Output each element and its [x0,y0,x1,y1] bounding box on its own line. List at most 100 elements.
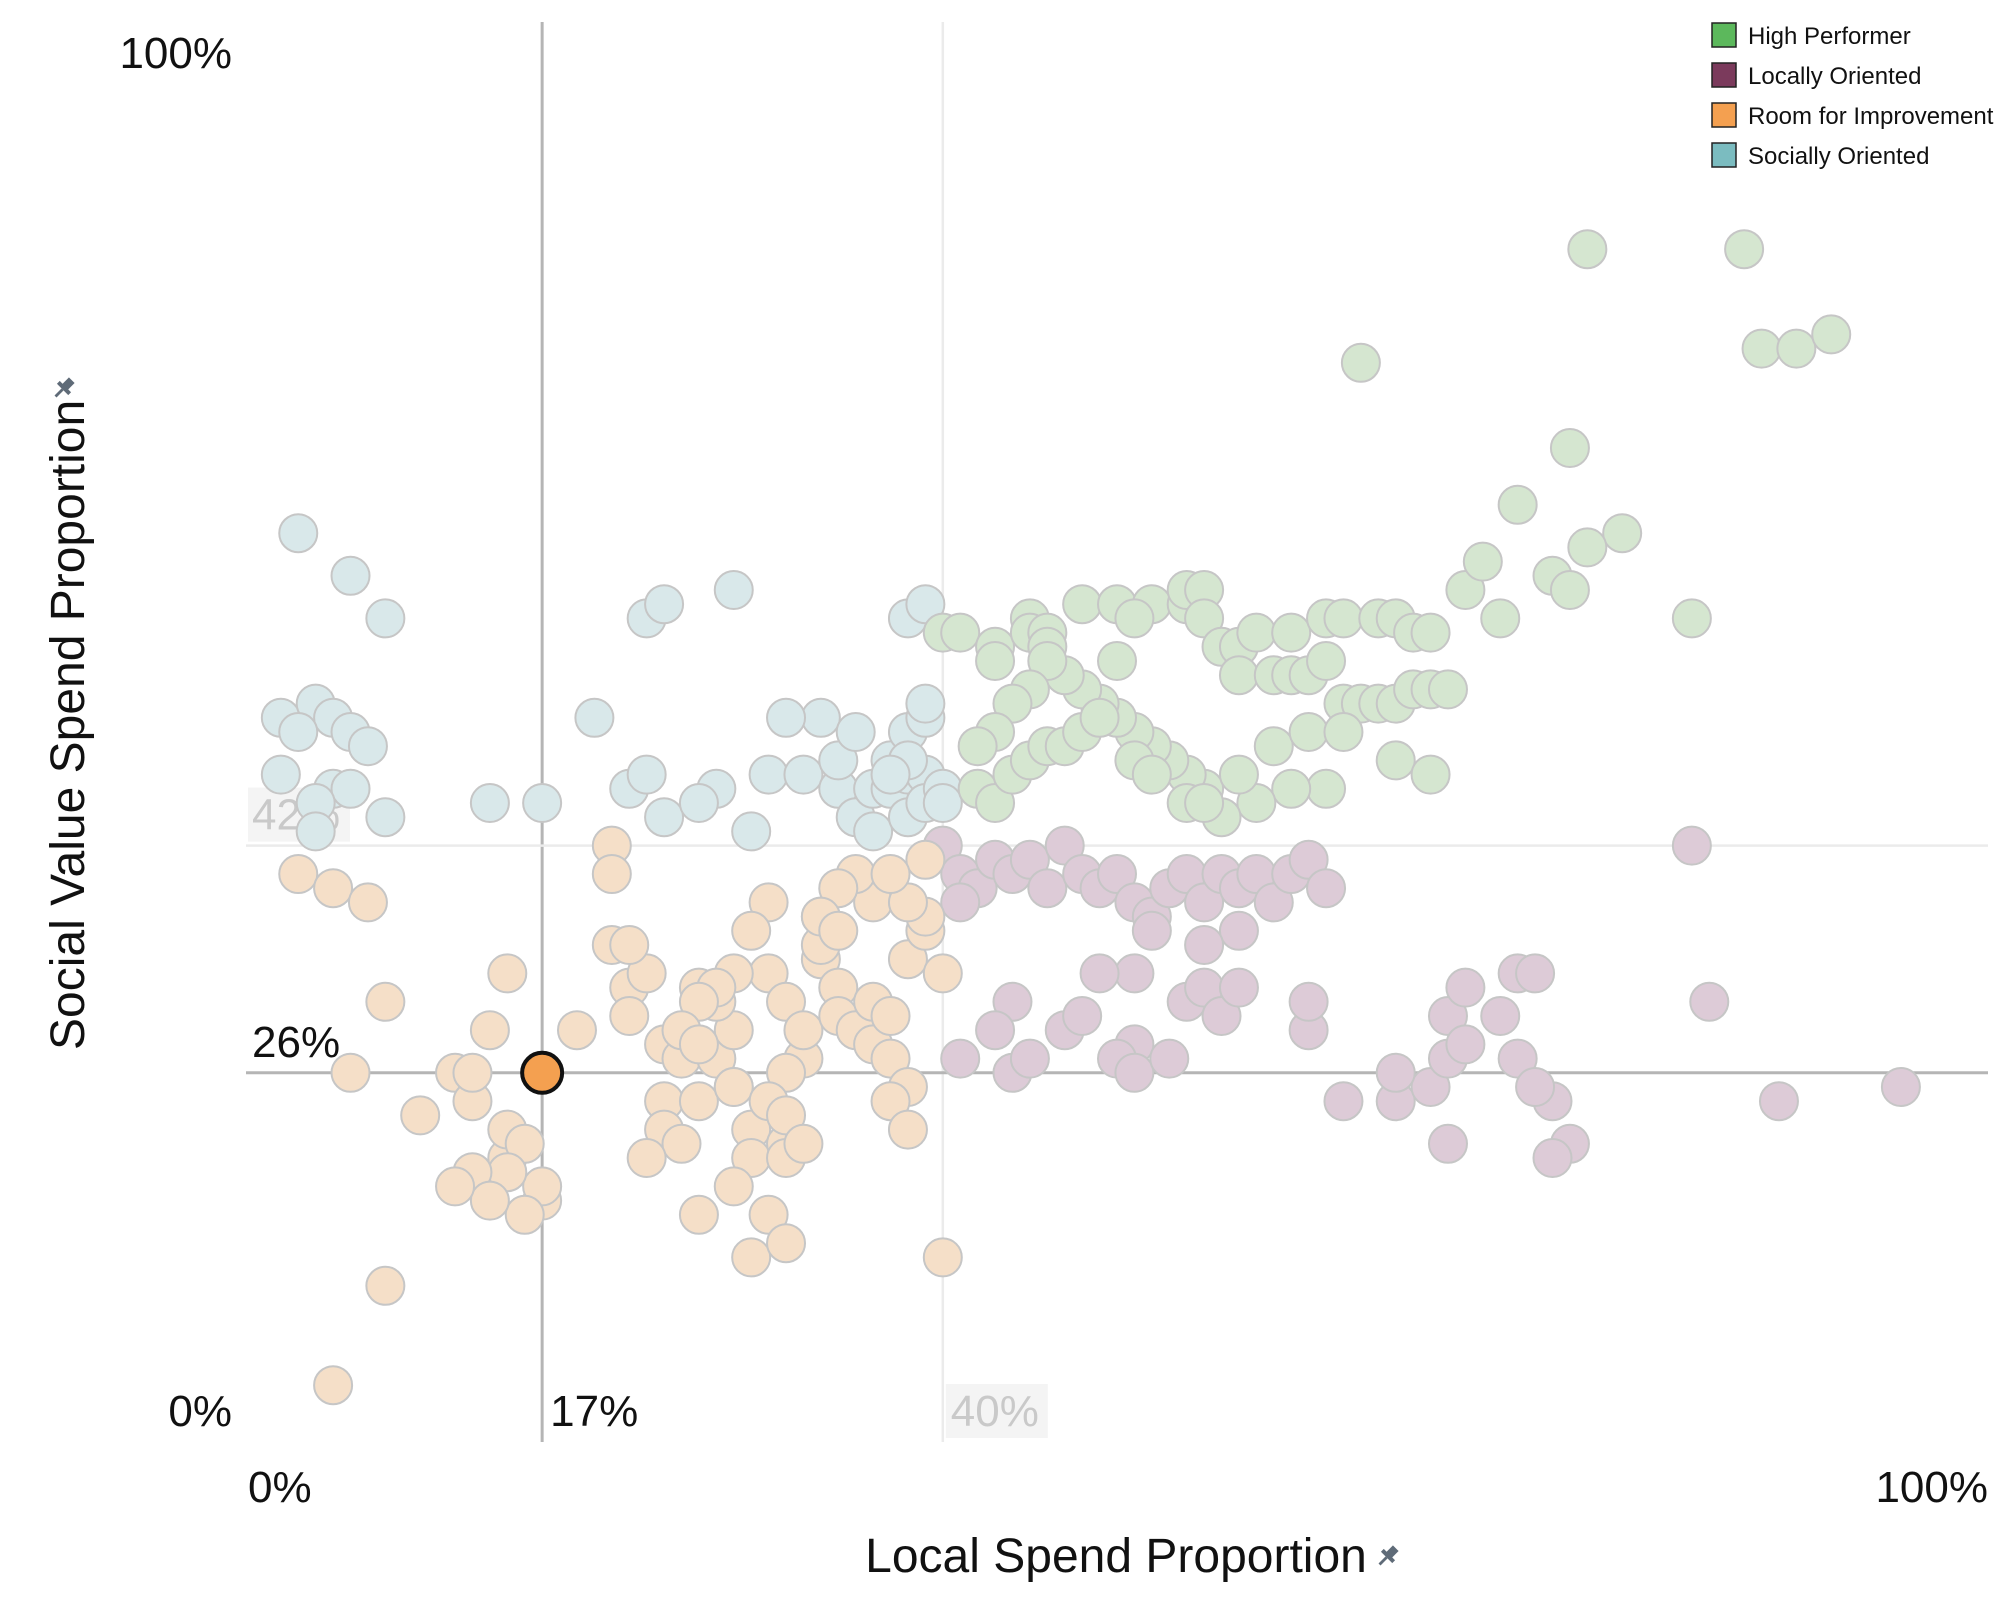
point-locally-oriented[interactable] [1515,953,1556,994]
point-locally-oriented[interactable] [1114,1052,1155,1093]
point-high-performer[interactable] [1218,655,1259,696]
point-socially-oriented[interactable] [295,811,336,852]
point-room-for-improvement[interactable] [556,1010,597,1051]
point-high-performer[interactable] [1114,598,1155,639]
point-socially-oriented[interactable] [644,584,685,625]
point-high-performer[interactable] [1549,570,1590,610]
point-socially-oriented[interactable] [731,811,772,852]
point-socially-oriented[interactable] [469,783,510,823]
point-locally-oriented[interactable] [1532,1138,1573,1178]
point-room-for-improvement[interactable] [452,1052,493,1093]
point-high-performer[interactable] [940,612,981,653]
point-room-for-improvement[interactable] [905,839,946,880]
point-room-for-improvement[interactable] [922,1237,963,1278]
point-high-performer[interactable] [1184,783,1225,823]
point-socially-oriented[interactable] [365,797,406,838]
point-room-for-improvement[interactable] [922,953,963,994]
point-socially-oriented[interactable] [905,683,946,724]
point-locally-oriented[interactable] [1880,1067,1921,1107]
point-high-performer[interactable] [1410,612,1451,653]
pin-icon[interactable] [1374,1543,1402,1571]
point-room-for-improvement[interactable] [487,953,528,994]
point-high-performer[interactable] [975,641,1016,681]
point-room-for-improvement[interactable] [713,1166,754,1207]
point-locally-oriented[interactable] [1375,1052,1416,1093]
data-points[interactable] [260,229,1921,1406]
point-locally-oriented[interactable] [940,1038,981,1079]
point-high-performer[interactable] [1480,598,1521,639]
point-locally-oriented[interactable] [1218,910,1259,951]
point-locally-oriented[interactable] [1671,825,1712,866]
point-locally-oriented[interactable] [1480,996,1521,1036]
point-socially-oriented[interactable] [330,555,371,596]
point-room-for-improvement[interactable] [818,910,859,951]
point-socially-oriented[interactable] [522,783,563,823]
point-locally-oriented[interactable] [1131,910,1172,951]
point-room-for-improvement[interactable] [678,1194,719,1235]
point-high-performer[interactable] [1462,541,1503,582]
point-locally-oriented[interactable] [1027,868,1068,909]
point-locally-oriented[interactable] [1445,1024,1486,1065]
point-locally-oriented[interactable] [1515,1067,1556,1107]
point-room-for-improvement[interactable] [783,1010,824,1051]
point-room-for-improvement[interactable] [870,854,911,894]
point-room-for-improvement[interactable] [887,1109,928,1150]
point-socially-oriented[interactable] [922,783,963,823]
point-room-for-improvement[interactable] [591,854,632,894]
point-socially-oriented[interactable] [835,712,876,752]
point-socially-oriented[interactable] [800,697,841,738]
point-room-for-improvement[interactable] [766,1223,807,1264]
point-room-for-improvement[interactable] [313,1365,354,1406]
point-socially-oriented[interactable] [260,754,301,795]
highlighted-point[interactable] [520,1050,565,1095]
point-high-performer[interactable] [1271,612,1312,653]
point-locally-oriented[interactable] [1445,967,1486,1008]
point-locally-oriented[interactable] [1323,1081,1364,1122]
point-room-for-improvement[interactable] [609,996,650,1036]
point-locally-oriented[interactable] [1184,925,1225,965]
point-room-for-improvement[interactable] [400,1095,441,1136]
point-socially-oriented[interactable] [644,797,685,838]
point-locally-oriented[interactable] [975,1010,1016,1051]
point-locally-oriented[interactable] [1149,1038,1190,1079]
point-high-performer[interactable] [1410,754,1451,795]
point-socially-oriented[interactable] [766,697,807,738]
point-high-performer[interactable] [1236,612,1277,653]
point-high-performer[interactable] [1567,229,1608,270]
point-room-for-improvement[interactable] [678,1024,719,1065]
point-high-performer[interactable] [1602,513,1643,554]
point-socially-oriented[interactable] [626,754,667,795]
point-socially-oriented[interactable] [347,726,388,767]
point-high-performer[interactable] [1323,712,1364,752]
point-high-performer[interactable] [1741,328,1782,369]
point-high-performer[interactable] [1062,584,1103,625]
point-high-performer[interactable] [1271,768,1312,809]
point-room-for-improvement[interactable] [504,1194,545,1235]
point-high-performer[interactable] [1724,229,1765,270]
point-room-for-improvement[interactable] [626,1138,667,1178]
point-socially-oriented[interactable] [783,754,824,795]
point-socially-oriented[interactable] [574,697,615,738]
point-room-for-improvement[interactable] [783,1123,824,1164]
point-socially-oriented[interactable] [870,754,911,795]
point-room-for-improvement[interactable] [609,925,650,965]
point-locally-oriented[interactable] [1218,967,1259,1008]
point-high-performer[interactable] [1776,328,1817,369]
point-locally-oriented[interactable] [1062,996,1103,1036]
point-room-for-improvement[interactable] [870,996,911,1036]
point-high-performer[interactable] [1323,598,1364,639]
point-high-performer[interactable] [1811,314,1852,355]
point-room-for-improvement[interactable] [469,1180,510,1221]
point-locally-oriented[interactable] [940,882,981,923]
point-high-performer[interactable] [1567,527,1608,568]
point-high-performer[interactable] [1306,641,1347,681]
point-high-performer[interactable] [1288,712,1329,752]
point-room-for-improvement[interactable] [365,1265,406,1306]
point-room-for-improvement[interactable] [278,854,319,894]
point-room-for-improvement[interactable] [435,1166,476,1207]
point-room-for-improvement[interactable] [365,981,406,1022]
point-room-for-improvement[interactable] [731,910,772,951]
point-locally-oriented[interactable] [1427,1123,1468,1164]
point-high-performer[interactable] [1306,768,1347,809]
point-room-for-improvement[interactable] [347,882,388,923]
